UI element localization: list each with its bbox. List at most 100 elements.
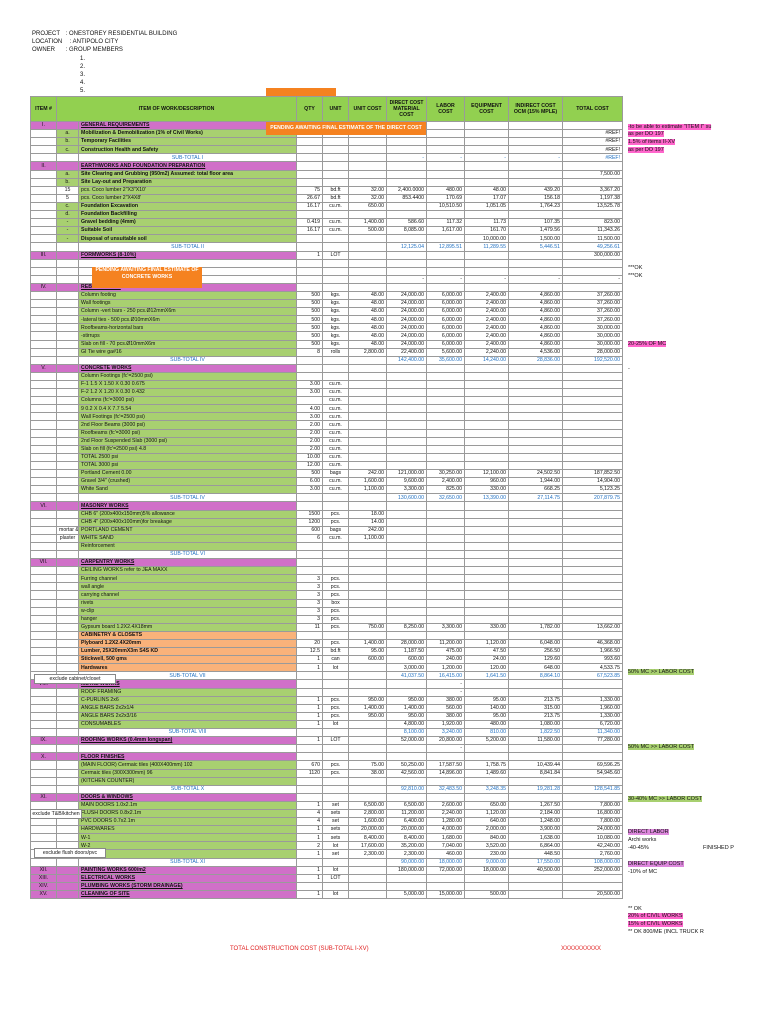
table-cell	[426, 582, 466, 592]
table-cell	[56, 784, 79, 794]
table-cell	[508, 517, 564, 527]
table-cell: -	[426, 744, 466, 754]
table-cell: c.	[56, 145, 79, 155]
note-ok-1: ***OK	[628, 265, 643, 271]
table-cell: 1120	[296, 768, 324, 778]
table-row: Column footing 500 kgs. 48.00 24,000.00 6,000…	[30, 290, 624, 301]
table-cell	[464, 501, 510, 511]
note-20pct: 20% of CIVIL WORKS	[628, 913, 683, 920]
table-cell	[56, 363, 79, 373]
table-cell: 10.00	[296, 452, 324, 462]
table-cell	[562, 412, 624, 422]
table-cell	[464, 687, 510, 697]
table-cell: 993.60	[562, 655, 624, 665]
table-cell	[56, 736, 79, 746]
table-cell: 18.00	[348, 509, 388, 519]
table-cell	[322, 177, 350, 187]
col-unit-cost: UNIT COST	[348, 96, 388, 122]
note-15pct: 15% of CIVIL WORKS	[628, 921, 683, 928]
table-cell: 640.00	[464, 817, 510, 827]
table-cell	[30, 469, 57, 479]
table-cell	[386, 776, 428, 786]
table-cell: 16.17	[296, 201, 324, 212]
table-cell: PLUMBING WORKS (STORM DRAINAGE)	[77, 881, 298, 891]
table-cell	[56, 485, 79, 495]
table-cell: 1	[296, 663, 324, 673]
table-row	[30, 258, 624, 268]
table-cell: -	[56, 226, 79, 236]
table-cell: 8,841.84	[508, 768, 564, 778]
table-cell	[56, 857, 79, 867]
table-cell: 240.00	[426, 655, 466, 665]
table-cell: 2,600.00	[426, 800, 466, 810]
table-cell: lot	[322, 719, 350, 730]
table-cell	[56, 606, 79, 616]
table-cell	[30, 485, 57, 495]
table-cell: 48.00	[348, 290, 388, 301]
table-cell	[296, 153, 324, 163]
table-cell: 4,536.00	[508, 347, 564, 357]
table-cell: 20,800.00	[426, 736, 466, 746]
table-cell	[508, 533, 564, 543]
table-cell: 90,000.00	[386, 857, 428, 867]
table-cell: 24,000.00	[386, 331, 428, 341]
table-cell	[386, 452, 428, 462]
table-cell	[296, 558, 324, 568]
table-cell: 108,000.00	[562, 857, 624, 867]
table-cell	[386, 436, 428, 446]
table-cell: 12.5	[296, 647, 324, 657]
table-cell	[30, 541, 57, 551]
table-cell	[386, 679, 428, 689]
table-cell	[30, 201, 57, 212]
table-cell	[508, 436, 564, 446]
table-cell	[464, 210, 510, 220]
table-cell: 48.00	[348, 331, 388, 341]
note-text: 15% of CIVIL WORKS	[628, 921, 683, 927]
note-labor-cost-a: 50% MC >> LABOR COST	[628, 669, 695, 676]
table-cell	[56, 161, 79, 171]
table-cell	[322, 371, 350, 382]
table-cell: 3	[296, 590, 324, 600]
table-cell	[348, 582, 388, 592]
table-row: 9 0.2 X 0.4 X 7.7 5.54 4.00 cu.m.	[30, 404, 624, 414]
table-cell	[386, 582, 428, 592]
table-cell: 6,000.00	[426, 290, 466, 301]
table-cell	[562, 460, 624, 471]
table-cell	[562, 881, 624, 891]
table-cell	[562, 428, 624, 438]
total-construction-cost-value: XXXXXXXXXX	[561, 946, 602, 952]
table-cell	[464, 549, 510, 560]
table-cell	[426, 614, 466, 624]
table-cell	[56, 331, 79, 341]
table-cell: 950.00	[348, 695, 388, 705]
table-cell: 2,800.00	[348, 347, 388, 357]
section-row: XIV. PLUMBING WORKS (STORM DRAINAGE)	[30, 881, 624, 891]
table-cell: 2,000.00	[464, 825, 510, 835]
table-cell: 1	[296, 833, 324, 843]
table-cell: Temporary Facilities	[77, 137, 298, 147]
table-cell	[296, 776, 324, 786]
table-cell: 12.00	[296, 460, 324, 471]
table-cell: 2,400.00	[464, 323, 510, 333]
table-cell: 41,037.50	[386, 671, 428, 681]
table-row: 5 pcs. Coco lumber 2"X4X8' 26.67 bd.ft 32.00…	[30, 193, 624, 203]
table-cell	[56, 865, 79, 875]
table-cell: #REF!	[562, 129, 624, 139]
direct-cost-pending-note: PENDING AWAITING FINAL ESTIMATE OF THE D…	[266, 122, 426, 135]
note-direct-equip: DIRECT EQUIP COST	[628, 861, 684, 868]
table-row: HARDWARES 1 sets 20,000.00 20,000.00 4,000.00…	[30, 825, 624, 835]
table-cell: 1,200.00	[426, 663, 466, 673]
table-cell: 668.25	[508, 485, 564, 495]
table-cell	[464, 606, 510, 616]
table-cell: SUB-TOTAL IV	[77, 355, 298, 365]
table-cell: 1,120.00	[464, 638, 510, 649]
table-cell: 12,100.00	[464, 469, 510, 479]
table-cell: LOT	[322, 873, 350, 883]
table-cell	[30, 307, 57, 317]
table-cell	[322, 566, 350, 576]
table-cell: 600.00	[348, 655, 388, 665]
table-cell	[426, 234, 466, 244]
section-row: VI. MASONRY WORKS	[30, 501, 624, 511]
table-cell: 1	[296, 800, 324, 810]
table-cell: -	[56, 234, 79, 244]
